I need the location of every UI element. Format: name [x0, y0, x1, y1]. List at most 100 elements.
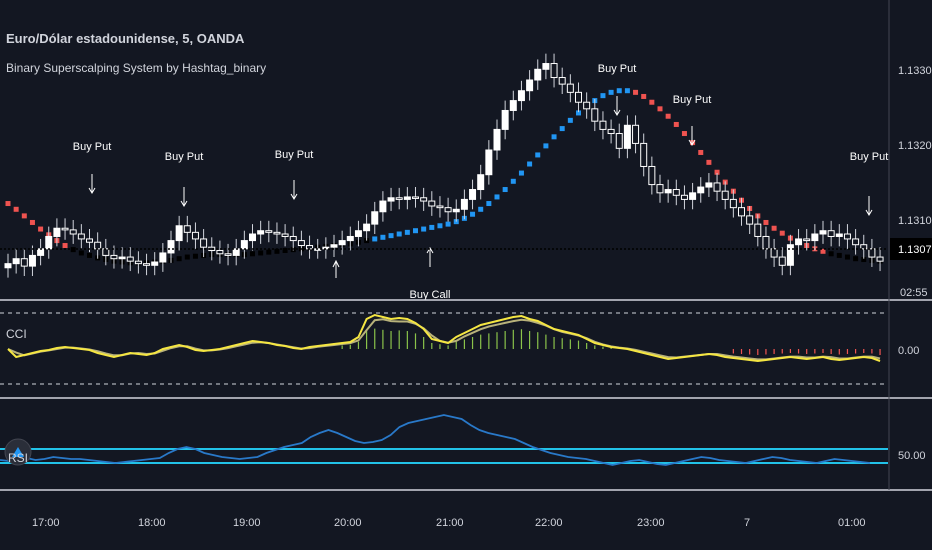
candle-body: [77, 233, 85, 240]
candle-body: [729, 198, 737, 209]
candle-body: [387, 197, 395, 202]
candle-body: [656, 184, 664, 194]
candle-body: [860, 244, 868, 250]
candle-body: [289, 235, 297, 242]
time-tick: 18:00: [138, 517, 166, 529]
band-marker: [527, 161, 533, 167]
band-marker: [478, 206, 484, 212]
current-price-box: [890, 238, 932, 260]
band-marker: [502, 187, 508, 193]
candle-body: [143, 263, 151, 266]
candle-body: [159, 252, 167, 263]
candle-body: [632, 124, 640, 144]
alert-icon: [12, 447, 24, 457]
band-marker: [437, 223, 443, 229]
rsi-label: RSI: [8, 451, 28, 465]
candle-body: [452, 208, 460, 213]
band-marker: [87, 252, 92, 258]
candle-body: [811, 233, 819, 242]
signal-arrowhead: [688, 139, 696, 146]
candle-body: [721, 190, 729, 200]
candle-body: [69, 229, 77, 235]
band-marker: [535, 152, 541, 158]
band-marker: [559, 126, 565, 132]
band-marker: [567, 117, 573, 123]
band-marker: [576, 110, 581, 116]
time-tick: 23:00: [637, 517, 665, 529]
candle-body: [265, 230, 273, 233]
candle-body: [102, 248, 110, 256]
band-marker: [176, 256, 182, 262]
band-marker: [396, 231, 402, 237]
candle-body: [526, 79, 534, 92]
band-marker: [828, 251, 834, 257]
candle-body: [746, 215, 754, 225]
cci-label: CCI: [6, 327, 27, 341]
candle-body: [469, 189, 477, 200]
candle-body: [110, 254, 118, 260]
band-marker: [250, 251, 255, 257]
candle-body: [134, 260, 142, 265]
candle-body: [566, 83, 574, 93]
band-marker: [690, 140, 696, 146]
candle-body: [412, 196, 419, 199]
candle-body: [94, 241, 102, 250]
band-marker: [665, 113, 671, 119]
candle-body: [705, 182, 713, 188]
candle-body: [297, 240, 305, 247]
signal-arrowhead: [88, 187, 96, 194]
band-marker: [649, 99, 655, 105]
current-price: 1.13075: [898, 244, 932, 256]
candle-body: [640, 142, 648, 167]
signal-label: Buy Put: [275, 149, 314, 161]
candle-body: [126, 256, 134, 262]
candle-body: [672, 189, 680, 196]
band-marker: [421, 226, 427, 232]
band-marker: [494, 194, 500, 200]
band-marker: [543, 143, 549, 149]
band-marker: [616, 88, 622, 94]
candle-body: [550, 63, 558, 79]
band-marker: [184, 254, 190, 260]
candle-body: [868, 248, 876, 258]
band-marker: [372, 236, 378, 242]
candle-body: [876, 256, 884, 262]
band-marker: [518, 170, 524, 176]
candle-body: [648, 165, 656, 186]
candle-body: [591, 108, 599, 122]
signal-arrowhead: [865, 209, 873, 216]
band-marker: [192, 253, 198, 259]
candle-body: [770, 248, 778, 258]
candle-body: [542, 63, 550, 70]
candle-body: [12, 258, 20, 265]
candle-body: [86, 238, 93, 243]
band-marker: [78, 250, 84, 256]
candle-body: [4, 263, 12, 269]
band-marker: [820, 248, 826, 254]
cci-axis-tick: 0.00: [898, 345, 919, 357]
signal-label: Buy Put: [165, 151, 204, 163]
candle-body: [623, 124, 631, 149]
band-marker: [633, 89, 639, 95]
time-tick: 7: [744, 517, 750, 529]
time-tick: 19:00: [233, 517, 261, 529]
candle-body: [803, 238, 811, 242]
candle-body: [795, 238, 803, 246]
price-tick: 1.13100: [898, 215, 932, 227]
candle-body: [827, 230, 835, 237]
candle-body: [330, 244, 338, 248]
candle-body: [843, 233, 851, 240]
band-marker: [763, 219, 769, 225]
candle-body: [232, 248, 240, 256]
price-tick: 1.13200: [898, 140, 932, 152]
candle-body: [240, 240, 248, 250]
candle-body: [754, 223, 762, 237]
candle-body: [395, 197, 403, 200]
candle-body: [664, 189, 672, 194]
band-marker: [62, 243, 68, 249]
candle-body: [371, 211, 379, 225]
band-marker: [29, 219, 35, 225]
candle-body: [786, 244, 794, 266]
band-marker: [258, 250, 264, 256]
